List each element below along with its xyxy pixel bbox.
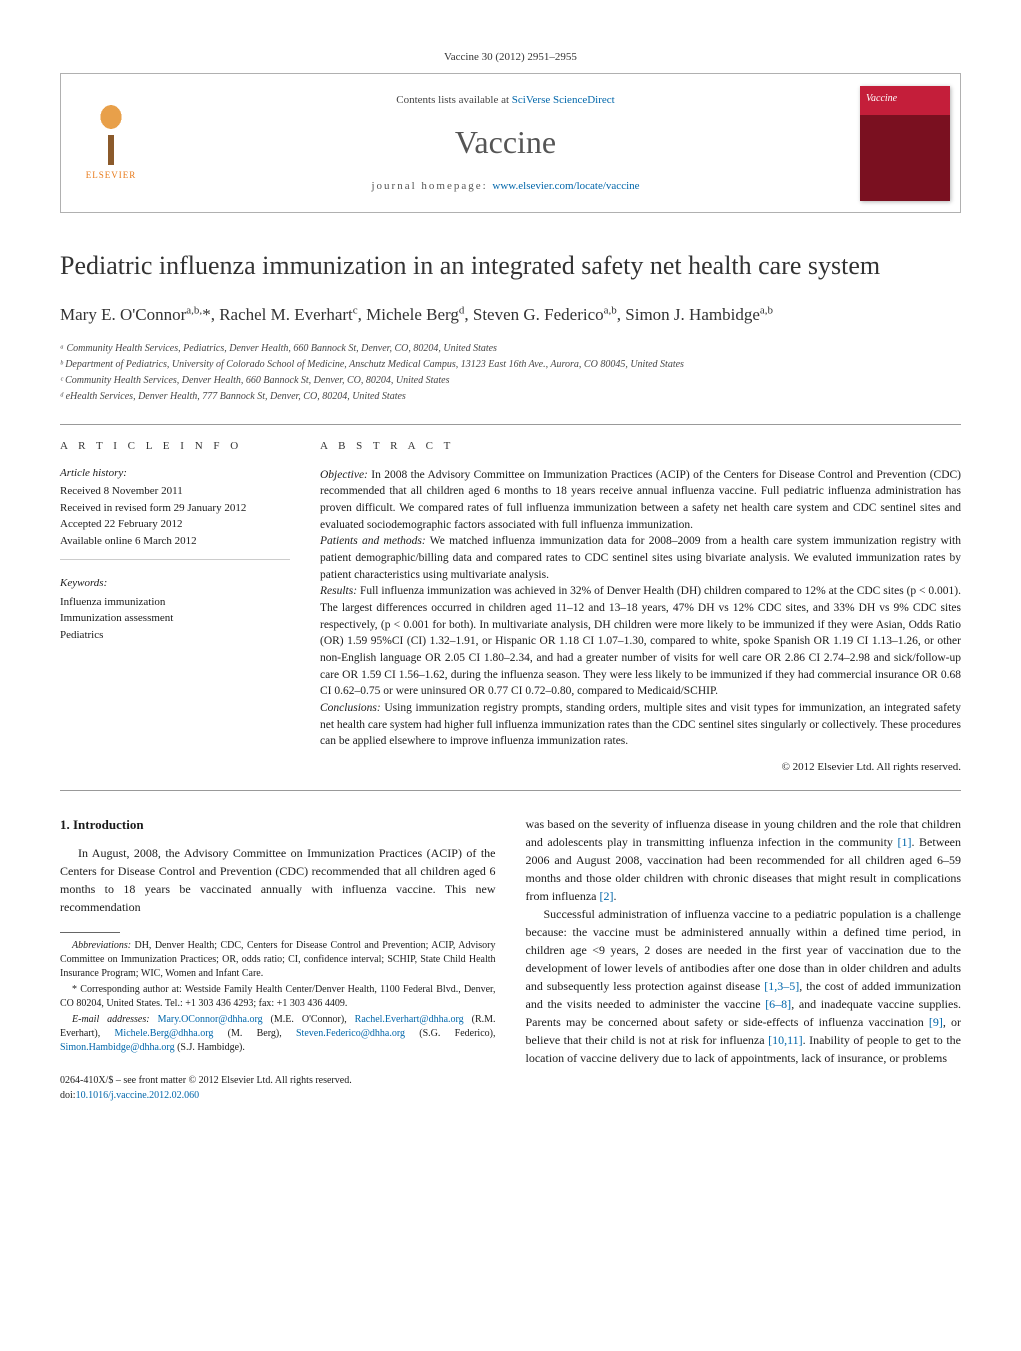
methods-label: Patients and methods:: [320, 535, 426, 547]
results-label: Results:: [320, 585, 357, 597]
authors: Mary E. O'Connora,b,*, Rachel M. Everhar…: [60, 303, 961, 327]
body-columns: 1. Introduction In August, 2008, the Adv…: [60, 815, 961, 1104]
affiliation-line: ᵃ Community Health Services, Pediatrics,…: [60, 341, 961, 356]
article-info-heading: A R T I C L E I N F O: [60, 439, 290, 454]
homepage-prefix: journal homepage:: [371, 180, 492, 192]
emails-footnote: E-mail addresses: Mary.OConnor@dhha.org …: [60, 1013, 496, 1055]
elsevier-logo-cell: ELSEVIER: [61, 74, 161, 212]
homepage-line: journal homepage: www.elsevier.com/locat…: [371, 179, 639, 194]
results-text: Full influenza immunization was achieved…: [320, 585, 961, 697]
corresponding-footnote: * Corresponding author at: Westside Fami…: [60, 983, 496, 1011]
abstract-column: A B S T R A C T Objective: In 2008 the A…: [320, 439, 961, 776]
abstract-conclusions: Conclusions: Using immunization registry…: [320, 700, 961, 750]
email-who: (S.J. Hambidge).: [175, 1042, 245, 1053]
doi-prefix: doi:: [60, 1090, 76, 1101]
body-column-right: was based on the severity of influenza d…: [526, 815, 962, 1104]
email-link[interactable]: Mary.OConnor@dhha.org: [158, 1014, 263, 1025]
email-who: (M.E. O'Connor),: [263, 1014, 355, 1025]
email-who: (M. Berg),: [213, 1028, 296, 1039]
abstract-results: Results: Full influenza immunization was…: [320, 583, 961, 700]
article-info-column: A R T I C L E I N F O Article history: R…: [60, 439, 290, 776]
doi-block: 0264-410X/$ – see front matter © 2012 El…: [60, 1073, 496, 1103]
front-matter-line: 0264-410X/$ – see front matter © 2012 El…: [60, 1073, 496, 1088]
abstract-heading: A B S T R A C T: [320, 439, 961, 455]
doi-link[interactable]: 10.1016/j.vaccine.2012.02.060: [76, 1090, 200, 1101]
journal-name: Vaccine: [455, 120, 556, 165]
article-title: Pediatric influenza immunization in an i…: [60, 248, 961, 284]
body-column-left: 1. Introduction In August, 2008, the Adv…: [60, 815, 496, 1104]
email-link[interactable]: Simon.Hambidge@dhha.org: [60, 1042, 175, 1053]
ref-2[interactable]: [2]: [599, 889, 613, 903]
affiliations: ᵃ Community Health Services, Pediatrics,…: [60, 341, 961, 404]
ref-1[interactable]: [1]: [897, 835, 911, 849]
abstract-copyright: © 2012 Elsevier Ltd. All rights reserved…: [320, 760, 961, 776]
cover-cell: Vaccine: [850, 74, 960, 212]
journal-cover: Vaccine: [860, 86, 950, 201]
col2-p1-end: .: [613, 889, 616, 903]
contents-prefix: Contents lists available at: [396, 94, 511, 106]
keywords-block: Keywords: Influenza immunizationImmuniza…: [60, 576, 290, 653]
keyword-line: Pediatrics: [60, 627, 290, 644]
header-center: Contents lists available at SciVerse Sci…: [161, 74, 850, 212]
history-line: Received in revised form 29 January 2012: [60, 500, 290, 517]
conclusions-label: Conclusions:: [320, 702, 381, 714]
email-link[interactable]: Michele.Berg@dhha.org: [115, 1028, 214, 1039]
col2-p1-pre: was based on the severity of influenza d…: [526, 817, 962, 849]
ref-6-8[interactable]: [6–8]: [765, 997, 791, 1011]
elsevier-logo: ELSEVIER: [76, 98, 146, 188]
abstract-methods: Patients and methods: We matched influen…: [320, 533, 961, 583]
journal-header: ELSEVIER Contents lists available at Sci…: [60, 73, 961, 213]
email-who: (S.G. Federico),: [405, 1028, 495, 1039]
info-abstract-row: A R T I C L E I N F O Article history: R…: [60, 424, 961, 791]
affiliation-line: ᵇ Department of Pediatrics, University o…: [60, 357, 961, 372]
section-1-heading: 1. Introduction: [60, 815, 496, 835]
footnotes: Abbreviations: DH, Denver Health; CDC, C…: [60, 939, 496, 1055]
homepage-link[interactable]: www.elsevier.com/locate/vaccine: [492, 180, 639, 192]
conclusions-text: Using immunization registry prompts, sta…: [320, 702, 961, 747]
elsevier-tree-icon: [86, 105, 136, 165]
cover-title: Vaccine: [866, 92, 897, 106]
history-line: Available online 6 March 2012: [60, 533, 290, 550]
keyword-line: Influenza immunization: [60, 594, 290, 611]
contents-available: Contents lists available at SciVerse Sci…: [396, 93, 614, 108]
keyword-line: Immunization assessment: [60, 610, 290, 627]
ref-10-11[interactable]: [10,11]: [768, 1033, 803, 1047]
abbrev-label: Abbreviations:: [72, 940, 131, 951]
emails-label: E-mail addresses:: [72, 1014, 150, 1025]
citation: Vaccine 30 (2012) 2951–2955: [60, 50, 961, 65]
affiliation-line: ᶜ Community Health Services, Denver Heal…: [60, 373, 961, 388]
article-history-block: Article history: Received 8 November 201…: [60, 466, 290, 560]
ref-1-3-5[interactable]: [1,3–5]: [764, 979, 799, 993]
ref-9[interactable]: [9]: [929, 1015, 943, 1029]
abstract-objective: Objective: In 2008 the Advisory Committe…: [320, 467, 961, 534]
doi-line: doi:10.1016/j.vaccine.2012.02.060: [60, 1088, 496, 1103]
intro-para-2: Successful administration of influenza v…: [526, 905, 962, 1067]
elsevier-label: ELSEVIER: [86, 169, 137, 182]
intro-para-1: In August, 2008, the Advisory Committee …: [60, 844, 496, 916]
keywords-label: Keywords:: [60, 576, 290, 591]
history-line: Received 8 November 2011: [60, 483, 290, 500]
email-link[interactable]: Steven.Federico@dhha.org: [296, 1028, 405, 1039]
history-label: Article history:: [60, 466, 290, 481]
sciencedirect-link[interactable]: SciVerse ScienceDirect: [512, 94, 615, 106]
objective-text: In 2008 the Advisory Committee on Immuni…: [320, 469, 961, 531]
intro-para-1-cont: was based on the severity of influenza d…: [526, 815, 962, 905]
objective-label: Objective:: [320, 469, 368, 481]
history-line: Accepted 22 February 2012: [60, 516, 290, 533]
email-link[interactable]: Rachel.Everhart@dhha.org: [355, 1014, 464, 1025]
affiliation-line: ᵈ eHealth Services, Denver Health, 777 B…: [60, 389, 961, 404]
abbreviations-footnote: Abbreviations: DH, Denver Health; CDC, C…: [60, 939, 496, 981]
footnote-rule: [60, 932, 120, 933]
